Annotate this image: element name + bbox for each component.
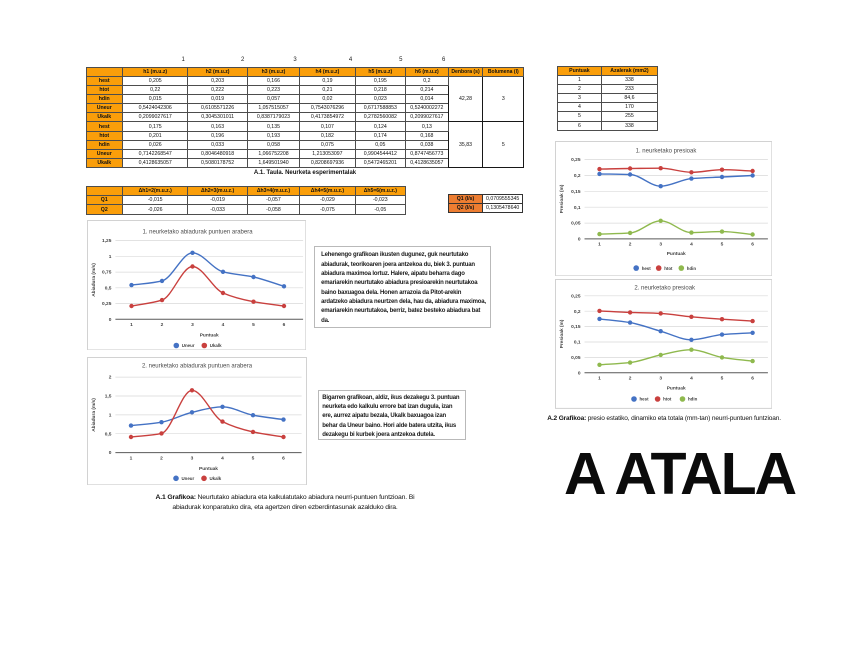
svg-text:Ukalk: Ukalk [209, 343, 221, 348]
svg-text:4: 4 [221, 456, 224, 462]
svg-text:hdin: hdin [687, 266, 697, 271]
svg-text:0,05: 0,05 [571, 221, 581, 227]
svg-text:0: 0 [578, 236, 581, 242]
svg-text:0,25: 0,25 [102, 301, 112, 307]
svg-text:0,2: 0,2 [574, 309, 581, 315]
svg-text:6: 6 [282, 322, 285, 328]
svg-text:Uneur: Uneur [181, 476, 194, 481]
svg-text:0,25: 0,25 [571, 294, 581, 300]
svg-text:0,1: 0,1 [574, 205, 581, 211]
svg-text:1. neurketako abiadurak puntue: 1. neurketako abiadurak puntuen arabera [142, 230, 253, 236]
svg-text:2: 2 [160, 322, 163, 328]
svg-text:0,1: 0,1 [574, 340, 581, 346]
svg-text:0,25: 0,25 [571, 157, 581, 163]
svg-text:Abiadura (m/s): Abiadura (m/s) [91, 263, 97, 297]
svg-text:1: 1 [130, 322, 133, 328]
svg-text:2. neurketako presioak: 2. neurketako presioak [635, 285, 697, 291]
svg-text:0: 0 [578, 371, 581, 377]
svg-text:2: 2 [629, 376, 632, 382]
svg-text:Uneur: Uneur [181, 343, 194, 348]
svg-text:4: 4 [690, 376, 693, 382]
svg-text:1: 1 [108, 254, 111, 260]
svg-text:1: 1 [108, 413, 111, 419]
svg-text:5: 5 [252, 322, 255, 328]
svg-text:0,2: 0,2 [574, 173, 581, 179]
svg-text:2. neurketako abiadurak puntue: 2. neurketako abiadurak puntuen arabera [141, 364, 252, 370]
svg-text:4: 4 [221, 322, 224, 328]
svg-text:0,05: 0,05 [571, 355, 581, 361]
svg-text:1: 1 [598, 241, 601, 247]
svg-text:0,15: 0,15 [571, 189, 581, 195]
svg-text:1,25: 1,25 [102, 238, 112, 244]
svg-text:Puntuak: Puntuak [199, 466, 218, 472]
svg-text:2: 2 [629, 241, 632, 247]
svg-text:1: 1 [598, 376, 601, 382]
svg-text:hest: hest [642, 266, 652, 271]
svg-text:1,5: 1,5 [104, 394, 111, 400]
svg-text:5: 5 [721, 241, 724, 247]
svg-text:3: 3 [190, 456, 193, 462]
svg-text:5: 5 [251, 456, 254, 462]
svg-text:Presioak (m): Presioak (m) [559, 184, 565, 213]
svg-text:hest: hest [640, 397, 650, 402]
svg-text:Puntuak: Puntuak [667, 251, 686, 257]
svg-text:1: 1 [129, 456, 132, 462]
svg-text:0,15: 0,15 [571, 324, 581, 330]
svg-text:0: 0 [108, 451, 111, 457]
svg-text:htot: htot [663, 397, 672, 402]
svg-text:0: 0 [108, 317, 111, 323]
svg-text:6: 6 [752, 376, 755, 382]
svg-text:Presioak (m): Presioak (m) [559, 319, 565, 348]
svg-text:hdin: hdin [688, 397, 698, 402]
svg-text:1. neurketako presioak: 1. neurketako presioak [636, 148, 698, 154]
svg-text:0,5: 0,5 [104, 285, 111, 291]
svg-text:2: 2 [160, 456, 163, 462]
svg-text:Puntuak: Puntuak [199, 333, 218, 339]
svg-text:2: 2 [108, 375, 111, 381]
svg-text:3: 3 [660, 241, 663, 247]
svg-text:3: 3 [191, 322, 194, 328]
svg-text:htot: htot [664, 266, 673, 271]
svg-text:Ukalk: Ukalk [209, 476, 221, 481]
svg-text:5: 5 [721, 376, 724, 382]
svg-text:6: 6 [752, 241, 755, 247]
svg-text:0,5: 0,5 [104, 432, 111, 438]
svg-text:Puntuak: Puntuak [667, 386, 686, 392]
svg-text:6: 6 [282, 456, 285, 462]
svg-text:Abiadura (m/s): Abiadura (m/s) [91, 398, 97, 432]
svg-text:4: 4 [690, 241, 693, 247]
svg-text:0,75: 0,75 [102, 270, 112, 276]
svg-text:3: 3 [660, 376, 663, 382]
